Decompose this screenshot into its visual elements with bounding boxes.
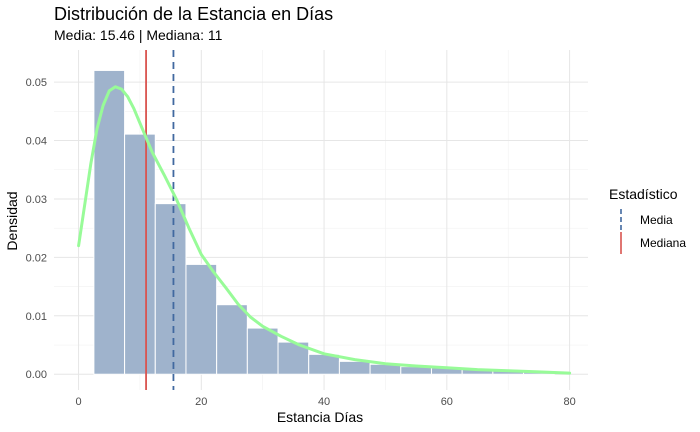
y-tick-label: 0.00 xyxy=(26,369,47,381)
legend-label: Mediana xyxy=(640,236,686,250)
x-tick-label: 60 xyxy=(441,396,453,408)
histogram-bar xyxy=(124,133,156,375)
histogram-bars xyxy=(93,69,555,375)
x-tick-label: 20 xyxy=(195,396,207,408)
legend: Estadístico Media Mediana xyxy=(609,186,686,254)
x-axis-ticks: 0 20 40 60 80 xyxy=(75,396,575,408)
y-axis-title: Densidad xyxy=(4,191,20,250)
density-curve-layer xyxy=(77,85,572,375)
histogram-bar xyxy=(338,360,371,375)
y-tick-label: 0.01 xyxy=(26,311,47,323)
legend-entries: Media Mediana xyxy=(620,209,686,254)
histogram-bar xyxy=(216,304,248,375)
x-tick-label: 0 xyxy=(75,396,81,408)
legend-label: Media xyxy=(640,213,673,227)
y-tick-label: 0.05 xyxy=(26,77,47,89)
x-axis-title: Estancia Días xyxy=(277,409,363,425)
histogram-bar xyxy=(246,327,279,375)
x-tick-label: 80 xyxy=(563,396,575,408)
y-tick-label: 0.04 xyxy=(26,136,47,148)
legend-title: Estadístico xyxy=(609,186,678,202)
chart-subtitle: Media: 15.46 | Mediana: 11 xyxy=(54,27,223,43)
y-tick-label: 0.02 xyxy=(26,252,47,264)
reference-lines xyxy=(145,50,175,390)
density-curve xyxy=(77,85,572,375)
chart-title: Distribución de la Estancia en Días xyxy=(54,4,333,24)
histogram-bar xyxy=(93,69,126,375)
x-tick-label: 40 xyxy=(318,396,330,408)
y-axis-ticks: 0.00 0.01 0.02 0.03 0.04 0.05 xyxy=(26,77,47,381)
histogram-bar xyxy=(185,263,218,375)
y-tick-label: 0.03 xyxy=(26,194,47,206)
histogram-bar xyxy=(154,203,187,375)
